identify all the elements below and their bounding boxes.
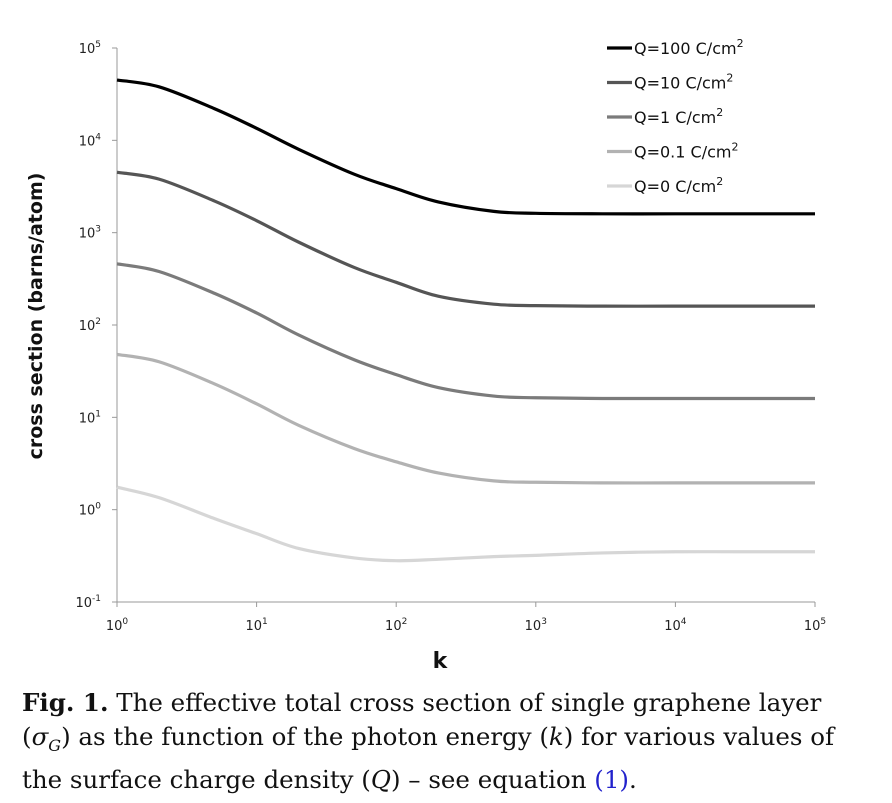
caption-text-line3-mid: ) – see equation — [390, 764, 595, 794]
caption-text-period: . — [628, 764, 637, 794]
equation-reference-link[interactable]: (1) — [594, 764, 629, 794]
x-tick-label: 101 — [245, 617, 267, 634]
axes — [116, 48, 815, 603]
y-tick-label: 101 — [79, 409, 101, 426]
series-lines — [116, 78, 815, 563]
series-line-q100 — [116, 78, 815, 216]
x-tick-label: 104 — [664, 617, 687, 634]
caption-text-line3: the surface charge density ( — [22, 764, 371, 794]
caption-sigma-symbol: σ — [31, 722, 49, 751]
y-tick-label: 104 — [79, 132, 102, 149]
legend-label-q1: Q=1 C/cm2 — [634, 106, 723, 127]
y-tick-label: 103 — [79, 225, 101, 242]
y-tick-label: 100 — [79, 502, 102, 519]
caption-text-line2-end: ) for various values of — [563, 722, 835, 751]
x-tick-label: 103 — [525, 617, 547, 634]
series-line-q10 — [116, 170, 815, 308]
x-ticks: 100 101 102 103 104 105 — [106, 602, 826, 634]
legend-label-q10: Q=10 C/cm2 — [634, 72, 733, 93]
caption-text-line2: ) as the function of the photon energy ( — [61, 722, 549, 751]
caption-text-line1: The effective total cross section of sin… — [108, 688, 822, 717]
caption-sigma-subscript: G — [48, 735, 62, 755]
y-axis-title: cross section (barns/atom) — [25, 173, 47, 460]
y-tick-label: 102 — [79, 317, 101, 334]
caption-k-symbol: k — [548, 722, 564, 751]
y-tick-label: 105 — [79, 40, 101, 57]
series-line-q1 — [116, 262, 815, 401]
x-axis-title: k — [433, 649, 449, 674]
figure-label: Fig. 1. — [22, 688, 109, 717]
caption-q-symbol: Q — [370, 764, 391, 794]
legend-label-q100: Q=100 C/cm2 — [634, 37, 744, 58]
series-line-q01 — [116, 352, 815, 485]
y-tick-label: 10-1 — [75, 594, 101, 611]
series-line-q0 — [116, 485, 815, 563]
legend: Q=100 C/cm2 Q=10 C/cm2 Q=1 C/cm2 Q=0.1 C/cm… — [607, 37, 744, 196]
y-ticks: 10-1 100 101 102 103 104 105 — [75, 40, 117, 611]
x-tick-label: 100 — [106, 617, 129, 634]
legend-label-q0: Q=0 C/cm2 — [634, 175, 723, 196]
x-tick-label: 102 — [385, 617, 407, 634]
legend-label-q01: Q=0.1 C/cm2 — [634, 141, 738, 162]
x-tick-label: 105 — [804, 617, 826, 634]
figure-caption: Fig. 1. The effective total cross sectio… — [22, 686, 872, 797]
caption-text-open-paren: ( — [22, 722, 32, 751]
